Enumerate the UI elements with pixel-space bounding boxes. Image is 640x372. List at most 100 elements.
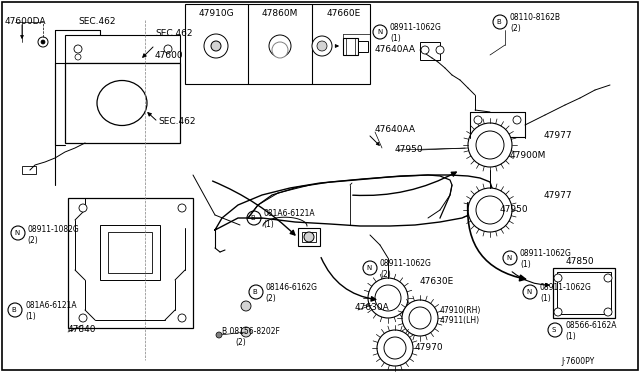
Text: 47911(LH): 47911(LH) [440, 315, 480, 324]
Circle shape [38, 37, 48, 47]
Bar [68, 198, 193, 328]
Bar [420, 42, 440, 60]
Ellipse shape [97, 80, 147, 125]
Circle shape [384, 337, 406, 359]
Circle shape [468, 123, 512, 167]
Circle shape [216, 332, 222, 338]
Text: S: S [552, 327, 556, 333]
Circle shape [375, 285, 401, 311]
Circle shape [178, 204, 186, 212]
Text: 47850: 47850 [566, 257, 595, 266]
Circle shape [241, 301, 251, 311]
Text: SEC.462: SEC.462 [78, 17, 115, 26]
Circle shape [476, 196, 504, 224]
Circle shape [363, 261, 377, 275]
Text: SEC.462: SEC.462 [158, 118, 195, 126]
Bar [108, 232, 152, 273]
Circle shape [204, 34, 228, 58]
Text: 47640AA: 47640AA [375, 45, 416, 55]
Text: 081A6-6121A: 081A6-6121A [263, 209, 315, 218]
Circle shape [377, 330, 413, 366]
Text: B: B [12, 307, 17, 313]
Text: 08911-1062G: 08911-1062G [540, 283, 592, 292]
Circle shape [468, 188, 512, 232]
Text: N: N [506, 255, 511, 261]
Text: B: B [253, 289, 257, 295]
Bar [22, 166, 36, 174]
Text: 08146-6162G: 08146-6162G [265, 283, 317, 292]
Circle shape [11, 226, 25, 240]
Circle shape [513, 116, 521, 124]
Bar [557, 272, 611, 314]
Circle shape [604, 308, 612, 316]
Circle shape [368, 278, 408, 318]
Circle shape [493, 15, 507, 29]
Bar [343, 38, 358, 55]
Bar [65, 63, 180, 143]
Text: (2): (2) [510, 23, 521, 32]
Text: (1): (1) [520, 260, 531, 269]
Circle shape [554, 274, 562, 282]
Text: (2): (2) [380, 269, 391, 279]
Bar [298, 228, 320, 246]
Circle shape [474, 116, 482, 124]
Text: B: B [497, 19, 501, 25]
Bar [185, 4, 370, 84]
Circle shape [178, 314, 186, 322]
Text: 08566-6162A: 08566-6162A [565, 321, 616, 330]
Circle shape [79, 314, 87, 322]
Circle shape [373, 25, 387, 39]
Text: 47950: 47950 [500, 205, 529, 215]
Circle shape [272, 42, 288, 58]
Circle shape [476, 131, 504, 159]
Circle shape [523, 285, 537, 299]
Text: 47600DA: 47600DA [5, 17, 47, 26]
Text: 08911-1062G: 08911-1062G [520, 248, 572, 257]
Text: 47950: 47950 [395, 145, 424, 154]
Text: SEC.462: SEC.462 [155, 29, 193, 38]
Text: 08911-1062G: 08911-1062G [380, 259, 432, 267]
Bar [358, 41, 368, 52]
Text: 47660E: 47660E [327, 10, 361, 19]
Text: (1): (1) [390, 33, 401, 42]
Bar [100, 225, 160, 280]
Text: 47840: 47840 [68, 326, 97, 334]
Circle shape [503, 251, 517, 265]
Circle shape [241, 327, 251, 337]
Circle shape [74, 45, 82, 53]
Circle shape [604, 274, 612, 282]
Bar [553, 268, 615, 318]
Text: 08110-8162B: 08110-8162B [510, 13, 561, 22]
Text: (2): (2) [235, 339, 246, 347]
Text: 08911-1082G: 08911-1082G [27, 224, 79, 234]
Text: 081A6-6121A: 081A6-6121A [25, 301, 77, 311]
Text: 47630A: 47630A [355, 304, 390, 312]
Bar [302, 232, 316, 242]
Text: (1): (1) [565, 333, 576, 341]
Circle shape [211, 41, 221, 51]
Circle shape [41, 40, 45, 44]
Text: N: N [14, 230, 20, 236]
Text: (1): (1) [540, 294, 551, 302]
Circle shape [247, 211, 261, 225]
Circle shape [79, 204, 87, 212]
Circle shape [436, 46, 444, 54]
Text: 47630E: 47630E [420, 278, 454, 286]
Text: (2): (2) [265, 295, 276, 304]
Circle shape [75, 54, 81, 60]
Circle shape [312, 36, 332, 56]
Circle shape [304, 232, 314, 242]
Circle shape [554, 308, 562, 316]
Text: J·7600PY: J·7600PY [562, 357, 595, 366]
Circle shape [402, 300, 438, 336]
Text: (1): (1) [25, 312, 36, 321]
Text: B: B [251, 215, 255, 221]
Text: B 08156-8202F: B 08156-8202F [222, 327, 280, 337]
Text: (2): (2) [27, 235, 38, 244]
Text: 47977: 47977 [544, 190, 573, 199]
Circle shape [249, 285, 263, 299]
Text: 47970: 47970 [415, 343, 444, 353]
Bar [65, 35, 180, 63]
Text: N: N [366, 265, 372, 271]
Text: 47860M: 47860M [262, 10, 298, 19]
